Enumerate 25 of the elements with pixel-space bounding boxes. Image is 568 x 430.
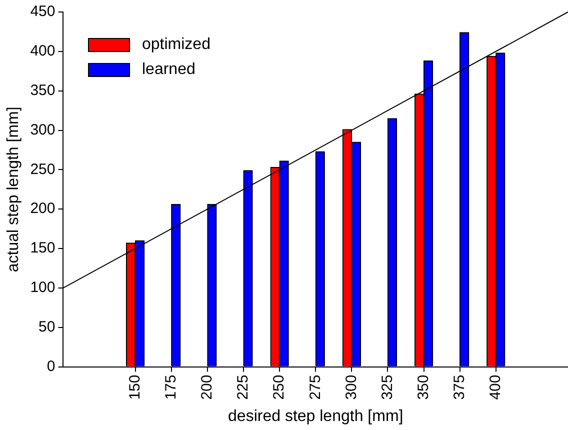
y-tick-label: 400 <box>30 42 56 60</box>
y-tick-label: 200 <box>30 200 56 218</box>
x-tick-label: 325 <box>378 374 396 400</box>
x-tick-label: 200 <box>198 374 216 400</box>
x-tick-label: 400 <box>487 374 504 400</box>
y-tick-label: 450 <box>30 3 56 20</box>
y-tick-label: 350 <box>30 82 56 99</box>
y-tick-label: 300 <box>30 121 56 138</box>
x-tick-label: 175 <box>162 374 180 400</box>
x-axis-title: desired step length [mm] <box>228 408 404 425</box>
x-tick-label: 225 <box>234 374 252 400</box>
x-tick-label: 250 <box>270 374 288 400</box>
y-tick-label: 150 <box>30 240 56 257</box>
x-tick-label: 300 <box>342 374 360 400</box>
y-tick-label: 250 <box>30 160 56 178</box>
y-tick-label: 0 <box>46 358 56 375</box>
y-axis-title: actual step length [mm] <box>5 106 22 272</box>
legend-label: learned <box>142 60 196 78</box>
legend-label: optimized <box>142 36 210 54</box>
x-tick-label: 275 <box>306 374 324 400</box>
y-tick-label: 50 <box>38 318 56 336</box>
x-tick-label: 375 <box>450 374 468 400</box>
x-tick-label: 150 <box>126 374 144 400</box>
x-tick-label: 350 <box>414 374 432 400</box>
y-tick-label: 100 <box>30 279 56 296</box>
